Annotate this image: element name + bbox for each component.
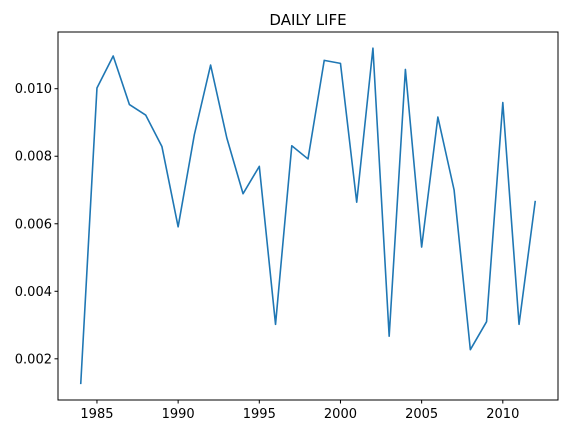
- x-tick-label: 1995: [243, 407, 276, 422]
- series-line: [79, 47, 537, 385]
- y-tick-label: 0.004: [15, 285, 52, 300]
- x-tick-label: 1985: [80, 407, 113, 422]
- y-tick-label: 0.006: [15, 217, 52, 232]
- x-tick-label: 1990: [162, 407, 195, 422]
- y-tick-label: 0.002: [15, 352, 52, 367]
- x-tick-label: 2000: [324, 407, 357, 422]
- x-axis: 1985 1990 1995 2000 2005 2010: [80, 400, 519, 422]
- y-tick-label: 0.010: [15, 82, 52, 97]
- plot-series: [79, 47, 537, 385]
- plot-frame: [57, 31, 559, 401]
- chart-title: DAILY LIFE: [269, 11, 346, 29]
- x-tick-label: 2010: [486, 407, 519, 422]
- x-tick-label: 2005: [405, 407, 438, 422]
- y-axis: 0.002 0.004 0.006 0.008 0.010: [15, 82, 58, 367]
- y-tick-label: 0.008: [15, 150, 52, 165]
